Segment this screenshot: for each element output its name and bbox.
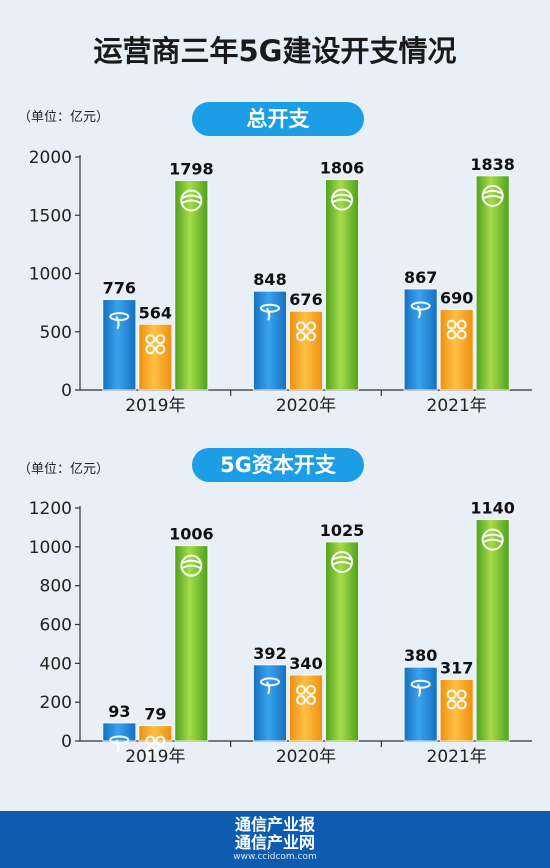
china-telecom-logo-icon — [260, 303, 280, 321]
china-mobile-logo-icon — [331, 188, 353, 211]
data-label: 1838 — [470, 155, 515, 174]
china-mobile-logo-icon — [481, 528, 504, 551]
china-mobile-logo-icon — [331, 550, 353, 573]
bar — [138, 725, 173, 742]
data-label: 848 — [253, 270, 286, 289]
china-unicom-logo-icon — [296, 684, 316, 705]
bar — [253, 290, 287, 391]
china-telecom-logo-icon — [109, 735, 130, 753]
bar — [325, 541, 359, 742]
bar — [138, 323, 173, 391]
data-label: 690 — [440, 289, 473, 308]
x-tick-label: 2021年 — [427, 747, 487, 767]
bar — [325, 179, 359, 391]
bar — [475, 175, 510, 391]
bar — [102, 299, 137, 391]
data-label: 867 — [404, 268, 437, 287]
data-label: 1806 — [320, 159, 365, 178]
x-tick-label: 2019年 — [125, 747, 185, 767]
y-tick-label: 200 — [40, 693, 72, 713]
y-tick-label: 600 — [40, 616, 72, 636]
bar — [289, 674, 323, 742]
china-mobile-logo-icon — [180, 189, 203, 212]
footer-url: www.ccidcom.com — [233, 852, 317, 862]
y-tick-label: 1200 — [29, 499, 72, 519]
y-tick-label: 0 — [61, 732, 72, 752]
bar — [439, 309, 474, 391]
5g-capex-chart: 0 200 400 600 800 1000 1200 93 79 1006 2019年 392340… — [29, 499, 532, 767]
bar — [475, 519, 510, 742]
chart2-unit-label: （单位：亿元） — [18, 462, 110, 477]
china-telecom-logo-icon — [410, 679, 431, 697]
data-label: 392 — [253, 644, 286, 663]
page-title: 运营商三年5G建设开支情况 — [93, 34, 457, 68]
china-telecom-logo-icon — [260, 677, 280, 695]
x-tick-label: 2020年 — [276, 396, 336, 416]
china-unicom-logo-icon — [446, 319, 467, 340]
data-label: 340 — [289, 654, 322, 673]
footer-site-name: 通信产业网 — [234, 833, 315, 852]
bar — [174, 180, 209, 391]
chart1-title-pill: 总开支 — [192, 102, 364, 136]
bar — [289, 310, 323, 391]
data-label: 564 — [139, 303, 172, 322]
bar — [403, 666, 438, 742]
bar — [439, 679, 474, 742]
china-unicom-logo-icon — [296, 321, 316, 342]
data-label: 1025 — [320, 521, 365, 540]
china-telecom-logo-icon — [410, 301, 431, 319]
data-label: 1140 — [470, 499, 515, 518]
data-label: 676 — [289, 290, 322, 309]
y-tick-label: 800 — [40, 577, 72, 597]
data-label: 1798 — [169, 160, 214, 179]
bar — [174, 545, 209, 742]
china-unicom-logo-icon — [145, 735, 166, 756]
chart2-title-pill: 5G资本开支 — [192, 448, 364, 482]
chart1-unit-label: （单位：亿元） — [18, 110, 110, 125]
y-tick-label: 400 — [40, 654, 72, 674]
y-tick-label: 1000 — [29, 538, 72, 558]
x-tick-label: 2020年 — [276, 747, 336, 767]
data-label: 380 — [404, 646, 437, 665]
data-label: 317 — [440, 658, 473, 677]
y-tick-label: 1000 — [29, 265, 72, 285]
china-mobile-logo-icon — [180, 554, 203, 577]
y-tick-label: 1500 — [29, 206, 72, 226]
bar — [403, 288, 438, 391]
data-label: 1006 — [169, 525, 214, 544]
x-tick-label: 2021年 — [427, 396, 487, 416]
y-tick-label: 0 — [61, 381, 72, 401]
china-telecom-logo-icon — [109, 312, 130, 330]
footer-banner: 通信产业报 通信产业网 www.ccidcom.com — [0, 811, 550, 868]
data-label: 776 — [103, 279, 136, 298]
data-label: 79 — [144, 705, 166, 724]
china-unicom-logo-icon — [145, 334, 166, 355]
footer-publisher: 通信产业报 — [234, 815, 315, 834]
china-mobile-logo-icon — [481, 184, 504, 207]
bar — [253, 664, 287, 742]
x-tick-label: 2019年 — [125, 396, 185, 416]
data-label: 93 — [108, 702, 130, 721]
china-unicom-logo-icon — [446, 689, 467, 710]
y-tick-label: 2000 — [29, 148, 72, 168]
y-tick-label: 500 — [40, 323, 72, 343]
bar — [102, 722, 137, 742]
